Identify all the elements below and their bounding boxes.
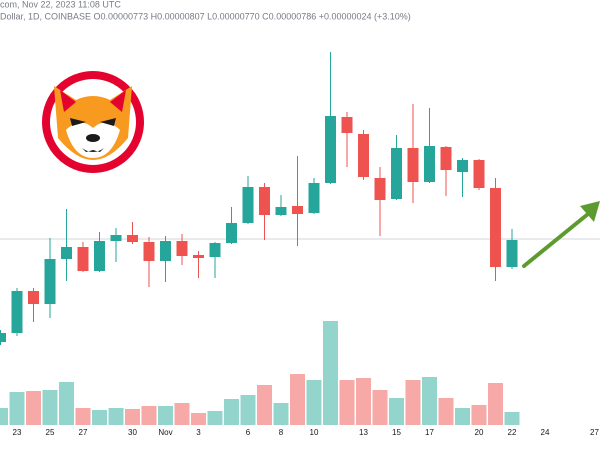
candle-body [358,134,369,177]
x-tick-label: 22 [508,428,517,437]
volume-bar [389,398,404,425]
candle-body [506,240,518,267]
trend-arrow [522,201,600,268]
volume-bar [207,411,223,425]
x-tick-label: 27 [79,428,88,437]
candle-body [176,241,188,256]
volume-bar [26,391,41,425]
volume-bar [422,377,437,425]
volume-bar [141,406,157,425]
volume-bar [158,406,173,425]
volume-bar [339,380,355,425]
candle-body [127,235,138,242]
volume-bar [125,409,140,425]
candle-body [11,291,23,333]
volume-bar [224,399,239,425]
candle-body [0,333,6,342]
candle-body [391,148,402,199]
header-line1: com, Nov 22, 2023 11:08 UTC [0,0,121,9]
candle-body [440,147,452,170]
x-tick-label: 6 [246,428,251,437]
volume-bar [290,374,305,425]
candle-body [374,178,386,200]
x-tick-label: 27 [590,428,599,437]
header-line2: Dollar, 1D, COINBASE O0.00000773 H0.0000… [0,11,411,21]
volume-bar [405,380,421,425]
candle-body [44,259,56,304]
volume-bar [471,405,487,425]
volume-bar [306,380,322,425]
volume-bar [59,382,74,425]
candle-body [424,146,435,182]
price-pane [0,52,518,345]
candle-body [94,241,105,271]
x-tick-label: 20 [475,428,484,437]
x-tick-label: 10 [310,428,319,437]
x-tick-label: 24 [541,428,550,437]
x-tick-label: 17 [425,428,434,437]
x-tick-label: 13 [359,428,368,437]
volume-bar [42,390,58,425]
x-axis: 23 25 27 30 Nov 3 6 8 10 13 15 17 20 22 24 27 [13,428,600,437]
candle-body [110,235,122,241]
x-tick-label: 15 [392,428,401,437]
candle-body [143,242,155,261]
x-tick-label: 30 [128,428,137,437]
x-tick-label: Nov [158,428,172,437]
volume-bar [75,408,91,425]
candle-body [275,207,287,215]
candle-body [193,255,204,258]
x-tick-label: 23 [13,428,22,437]
candle-body [457,160,468,172]
candle-body [259,187,270,215]
candle-body [61,247,72,259]
volume-bar [240,395,256,425]
candle-body [242,187,254,223]
volume-bar [257,385,272,425]
candle-body [160,241,171,261]
candle-body [490,188,501,267]
volume-pane [0,321,520,425]
shib-logo [42,71,144,173]
candle-body [77,247,89,271]
candle-body [292,206,303,214]
volume-bar [273,403,289,425]
volume-bar [455,408,470,425]
candle-body [407,148,419,182]
x-tick-label: 3 [196,428,201,437]
candle-body [325,116,336,183]
x-tick-label: 25 [46,428,55,437]
volume-bar [438,398,454,425]
volume-bar [504,412,520,425]
volume-bar [9,392,25,425]
volume-bar [323,321,338,425]
candle-body [226,223,237,243]
volume-bar [0,408,8,425]
volume-bar [488,383,503,425]
volume-bar [174,403,190,425]
volume-bar [191,413,206,425]
candle-body [473,160,485,188]
volume-bar [108,408,124,425]
candle-body [308,183,320,213]
candle-body [209,243,221,257]
candle-body [341,117,353,133]
candle-body [28,291,39,304]
volume-bar [356,378,371,425]
volume-bar [372,390,388,425]
volume-bar [92,410,107,425]
x-tick-label: 8 [279,428,284,437]
